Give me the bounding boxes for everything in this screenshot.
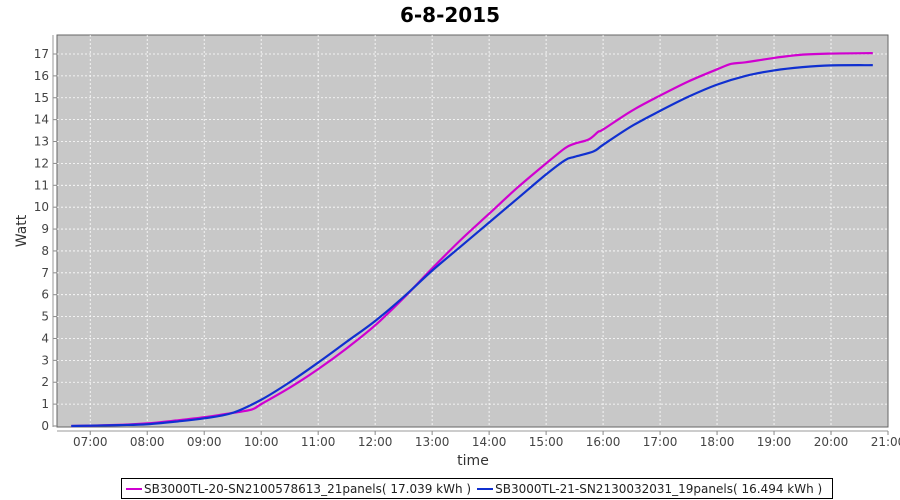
- y-tick-label: 0: [41, 419, 49, 433]
- x-tick-label: 13:00: [415, 435, 450, 449]
- x-tick-label: 18:00: [700, 435, 735, 449]
- x-tick-label: 12:00: [358, 435, 393, 449]
- y-tick-label: 16: [34, 69, 49, 83]
- chart-title: 6-8-2015: [400, 3, 500, 27]
- y-tick-label: 11: [34, 178, 49, 192]
- x-axis: 07:00 08:00 09:00 10:00 11:00 12:00 13:00 14:00…: [57, 430, 900, 449]
- y-tick-label: 17: [34, 47, 49, 61]
- legend-swatch: [477, 487, 494, 490]
- x-axis-label: time: [457, 453, 489, 469]
- x-tick-label: 15:00: [529, 435, 564, 449]
- y-tick-label: 5: [41, 310, 49, 324]
- x-tick-label: 17:00: [643, 435, 678, 449]
- y-tick-label: 15: [34, 91, 49, 105]
- plot-area: [56, 34, 889, 428]
- y-tick-label: 2: [41, 375, 49, 389]
- legend-label: SB3000TL-20-SN2100578613_21panels( 17.03…: [144, 481, 472, 496]
- y-tick-label: 10: [34, 200, 49, 214]
- x-tick-label: 16:00: [586, 435, 621, 449]
- x-tick-label: 09:00: [187, 435, 222, 449]
- series-lines: [71, 52, 873, 428]
- x-tick-label: 20:00: [814, 435, 849, 449]
- series-line-1: [71, 64, 873, 428]
- legend-label: SB3000TL-21-SN2130032031_19panels( 16.49…: [495, 481, 823, 496]
- legend-item-0: SB3000TL-20-SN2100578613_21panels( 17.03…: [126, 482, 471, 496]
- y-tick-label: 9: [41, 222, 49, 236]
- x-tick-label: 10:00: [244, 435, 279, 449]
- x-tick-label: 11:00: [301, 435, 336, 449]
- x-tick-label: 07:00: [73, 435, 108, 449]
- series-line-0: [71, 52, 873, 428]
- y-tick-label: 12: [34, 156, 49, 170]
- x-tick-label: 08:00: [130, 435, 165, 449]
- legend-item-1: SB3000TL-21-SN2130032031_19panels( 16.49…: [477, 482, 822, 496]
- x-tick-label: 14:00: [472, 435, 507, 449]
- legend-swatch: [126, 487, 142, 490]
- y-tick-label: 13: [34, 135, 49, 149]
- y-tick-label: 3: [41, 353, 49, 367]
- legend: SB3000TL-20-SN2100578613_21panels( 17.03…: [121, 478, 834, 499]
- y-tick-label: 6: [41, 288, 49, 302]
- x-tick-label: 21:00: [871, 435, 900, 449]
- y-axis-label: Watt: [14, 214, 30, 247]
- y-tick-label: 8: [41, 244, 49, 258]
- x-tick-label: 19:00: [757, 435, 792, 449]
- y-tick-label: 14: [34, 113, 49, 127]
- y-tick-label: 7: [41, 266, 49, 280]
- y-tick-label: 4: [41, 331, 49, 345]
- y-tick-label: 1: [41, 397, 49, 411]
